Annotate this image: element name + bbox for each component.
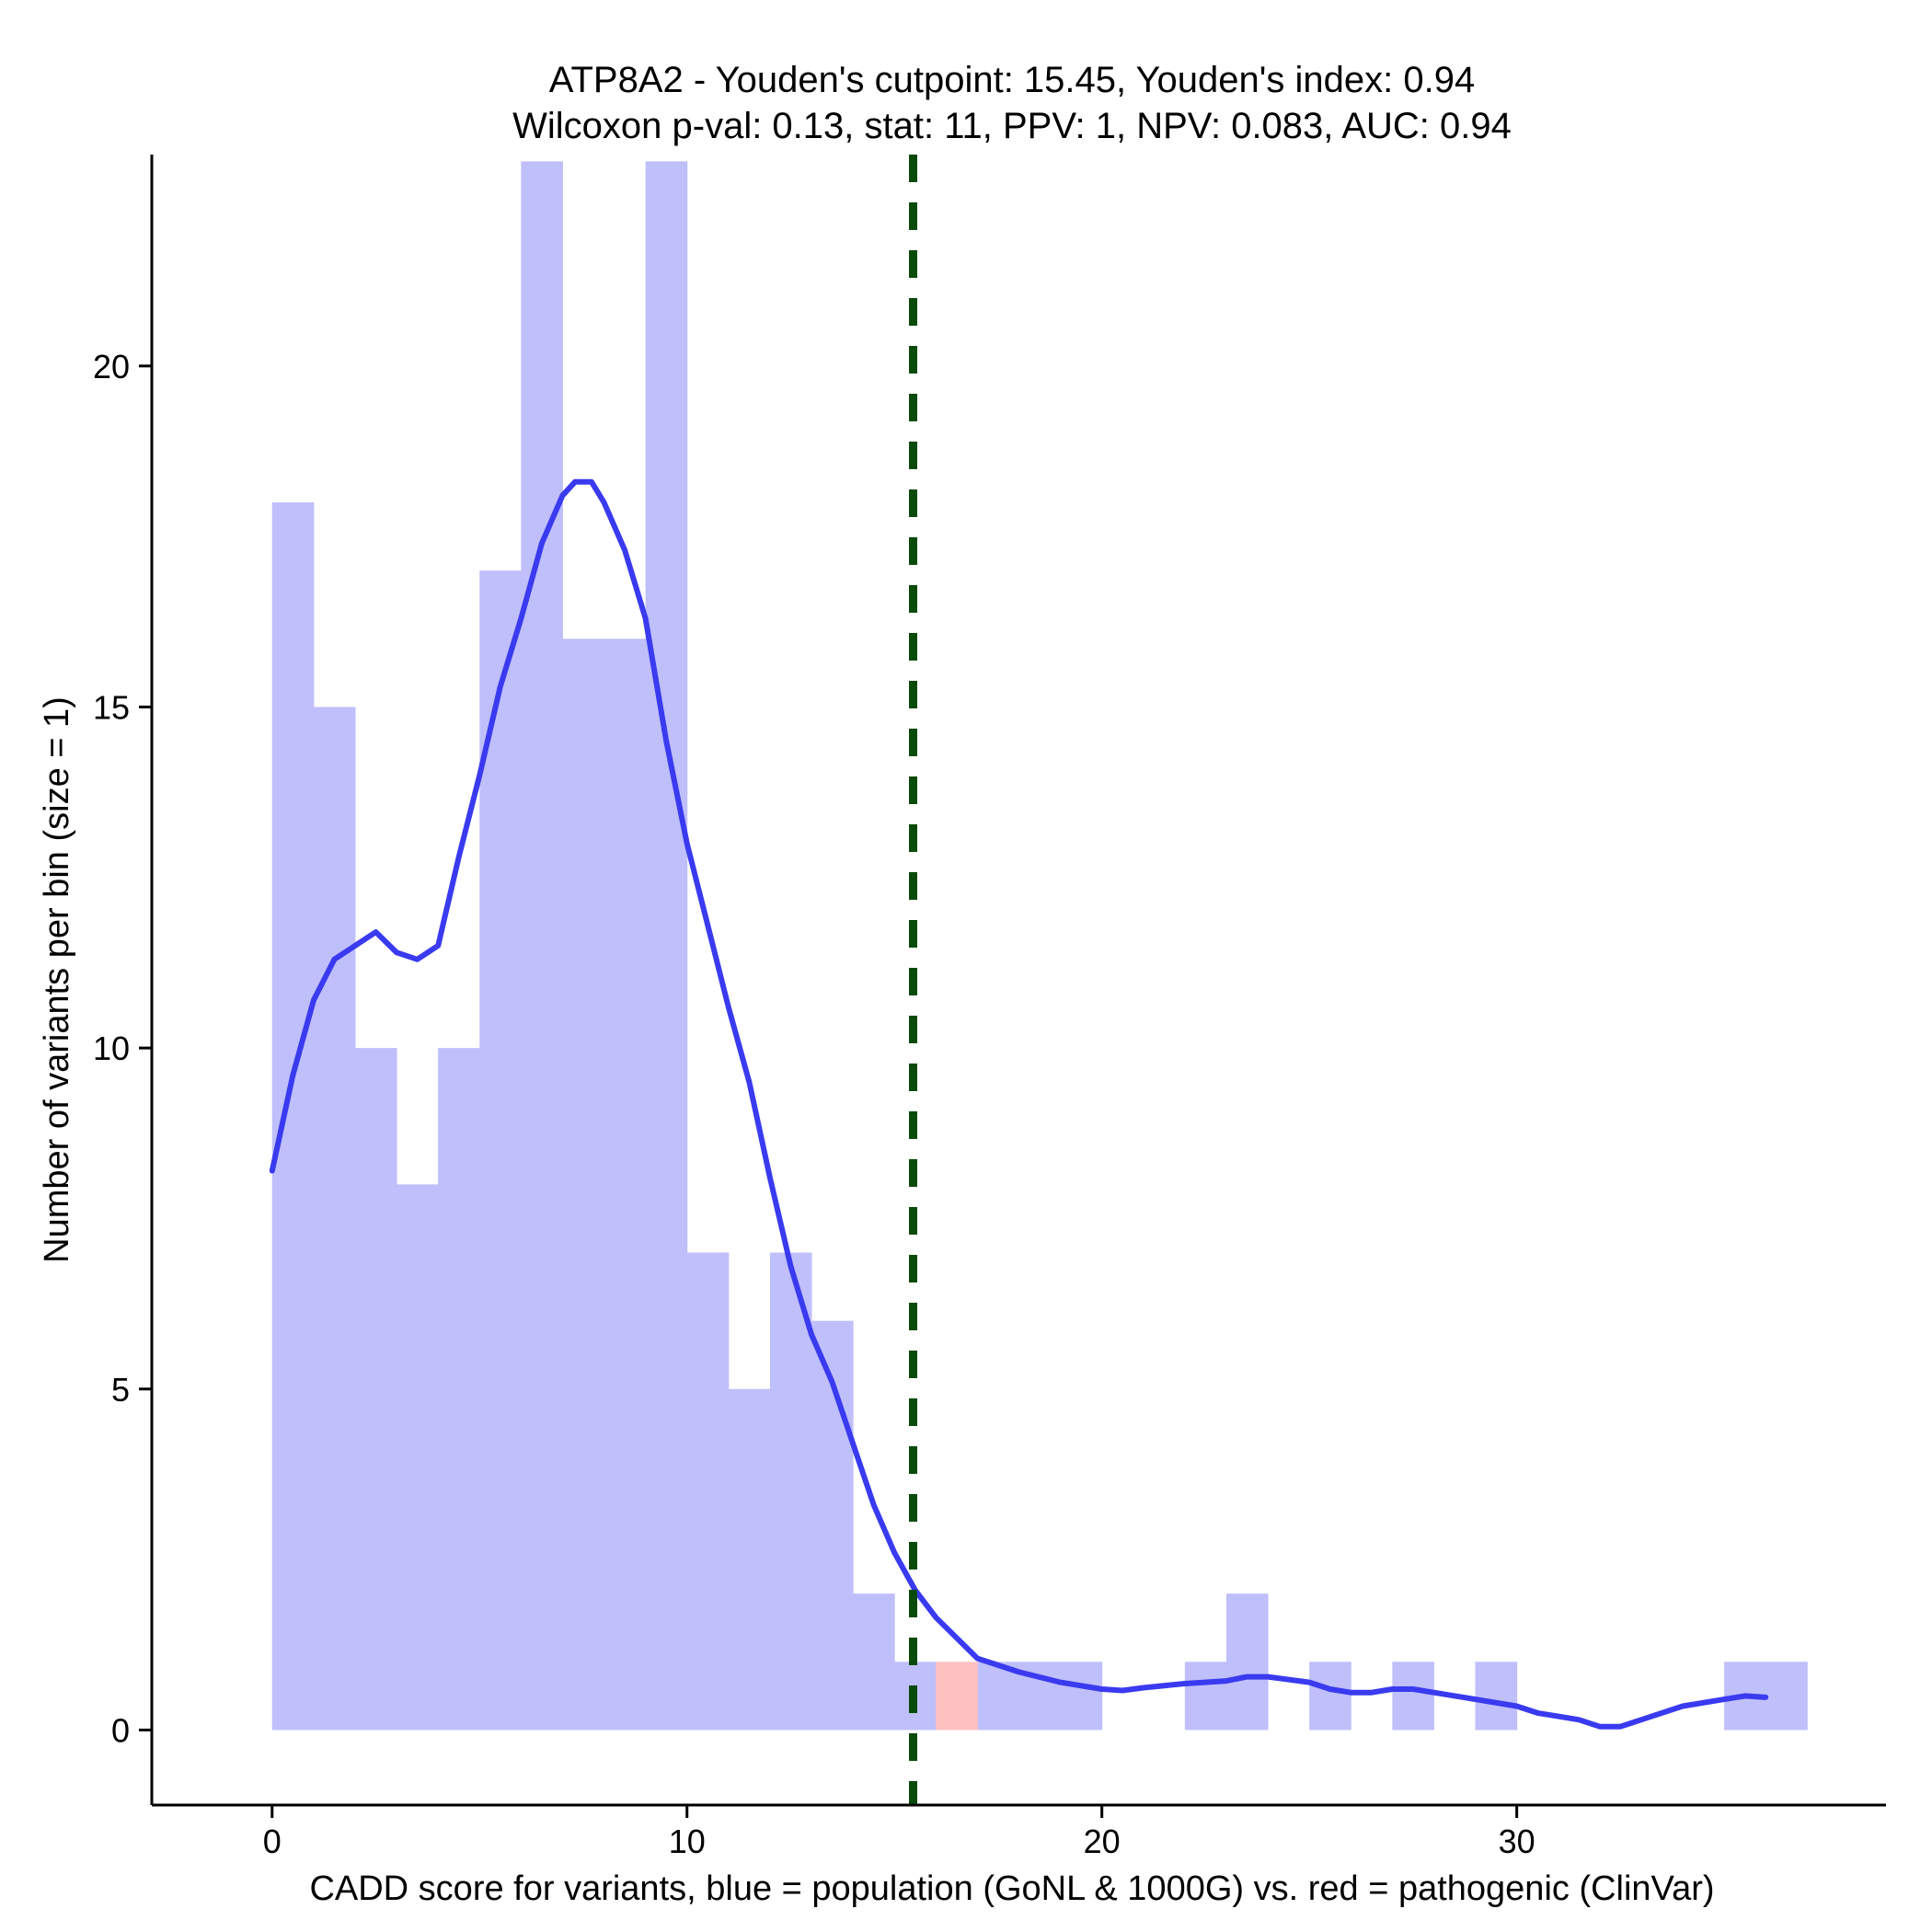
x-tick-label: 20 bbox=[1084, 1823, 1121, 1860]
population-bar bbox=[271, 502, 315, 1731]
population-bar bbox=[977, 1662, 1019, 1731]
population-bar bbox=[769, 1252, 812, 1731]
population-bar bbox=[1765, 1662, 1808, 1731]
y-tick-label: 0 bbox=[111, 1711, 130, 1749]
population-bar bbox=[728, 1388, 771, 1731]
y-tick-label: 10 bbox=[93, 1029, 130, 1067]
population-bar bbox=[354, 1048, 397, 1731]
y-tick-label: 20 bbox=[93, 348, 130, 385]
population-bar bbox=[313, 707, 356, 1731]
x-tick-label: 10 bbox=[669, 1823, 706, 1860]
population-bar bbox=[1475, 1662, 1518, 1731]
x-tick-label: 0 bbox=[263, 1823, 282, 1860]
population-bar bbox=[1309, 1662, 1351, 1731]
y-tick-label: 15 bbox=[93, 688, 130, 726]
pathogenic-bar bbox=[936, 1662, 978, 1731]
population-bar bbox=[853, 1593, 895, 1731]
population-bar bbox=[686, 1252, 730, 1731]
chart-subtitle: Wilcoxon p-val: 0.13, stat: 11, PPV: 1, … bbox=[512, 106, 1512, 146]
population-bar bbox=[438, 1048, 480, 1731]
x-tick-label: 30 bbox=[1499, 1823, 1535, 1860]
y-tick-label: 5 bbox=[111, 1371, 130, 1409]
x-ticks: 0 10 20 30 bbox=[263, 1805, 1535, 1860]
population-bars bbox=[271, 161, 1808, 1731]
population-bar bbox=[562, 638, 605, 1731]
population-bar bbox=[1392, 1662, 1434, 1731]
population-bar bbox=[479, 570, 522, 1731]
population-bar bbox=[1225, 1593, 1269, 1731]
chart-title: ATP8A2 - Youden's cutpoint: 15.45, Youde… bbox=[549, 60, 1475, 100]
population-bar bbox=[645, 161, 688, 1731]
x-axis-label: CADD score for variants, blue = populati… bbox=[309, 1869, 1714, 1908]
population-bar bbox=[1184, 1662, 1227, 1731]
axes bbox=[150, 155, 1886, 1807]
population-bar bbox=[604, 638, 647, 1731]
y-ticks: 0 5 10 15 20 bbox=[93, 348, 152, 1749]
y-axis-label: Number of variants per bin (size = 1) bbox=[38, 696, 76, 1263]
population-bar bbox=[521, 161, 563, 1731]
pathogenic-bars bbox=[936, 1662, 978, 1731]
population-bar bbox=[397, 1184, 439, 1731]
population-bar bbox=[1060, 1662, 1103, 1731]
